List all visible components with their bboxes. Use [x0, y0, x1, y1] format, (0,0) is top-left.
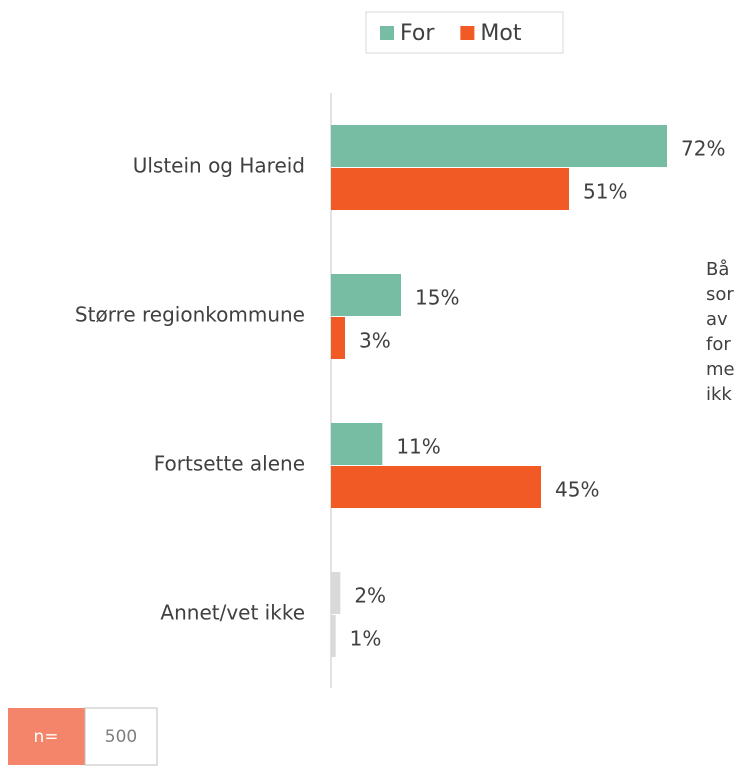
bar	[331, 615, 336, 657]
category-label: Større regionkommune	[75, 303, 305, 327]
sample-label: n=	[33, 727, 58, 747]
annotation-line: sor	[706, 284, 734, 305]
bar	[331, 168, 569, 210]
category-label: Ulstein og Hareid	[133, 154, 305, 178]
legend-swatch	[380, 26, 394, 40]
bar	[331, 572, 341, 614]
bar	[331, 466, 541, 508]
category-label: Annet/vet ikke	[160, 601, 305, 625]
category-label: Fortsette alene	[154, 452, 305, 476]
value-label: 11%	[396, 435, 440, 459]
value-label: 2%	[354, 584, 386, 608]
legend-swatch	[460, 26, 475, 40]
annotation-line: for	[706, 334, 731, 355]
annotation-line: Bå	[706, 259, 729, 280]
value-label: 72%	[681, 137, 725, 161]
value-label: 1%	[350, 627, 382, 651]
annotation-line: av	[706, 309, 728, 330]
value-label: 51%	[583, 180, 627, 204]
annotation-line: ikk	[706, 384, 732, 405]
bar	[331, 125, 667, 167]
annotation-line: me	[706, 359, 735, 380]
value-label: 45%	[555, 478, 599, 502]
sample-value: 500	[105, 727, 137, 747]
bar	[331, 274, 401, 316]
bar	[331, 317, 345, 359]
sample-label-box	[8, 708, 85, 765]
sample-value-box	[84, 707, 158, 766]
legend-label: Mot	[480, 21, 521, 46]
value-label: 15%	[415, 286, 459, 310]
legend-label: For	[400, 21, 435, 46]
value-label: 3%	[359, 329, 391, 353]
bar	[331, 423, 383, 465]
